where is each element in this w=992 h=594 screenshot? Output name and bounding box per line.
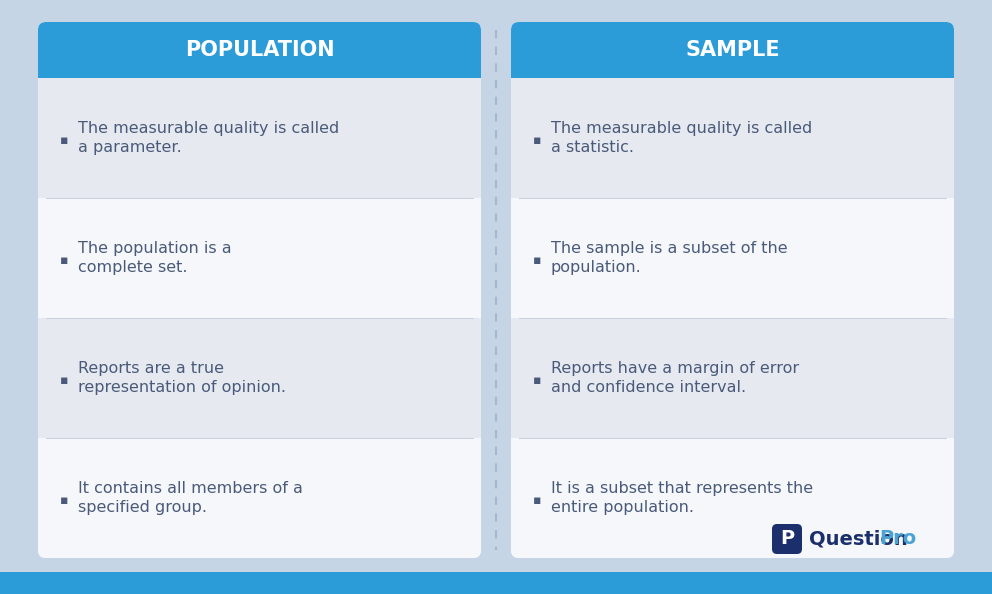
Bar (511, 78, 954, 198)
Text: ▪: ▪ (533, 254, 542, 267)
Text: Question: Question (809, 529, 908, 548)
Bar (511, 198, 954, 318)
FancyBboxPatch shape (772, 524, 802, 554)
Text: Reports have a margin of error
and confidence interval.: Reports have a margin of error and confi… (551, 361, 800, 395)
Text: ▪: ▪ (60, 254, 68, 267)
FancyBboxPatch shape (511, 22, 954, 558)
Text: ▪: ▪ (60, 134, 68, 147)
Text: ▪: ▪ (533, 134, 542, 147)
Text: POPULATION: POPULATION (185, 40, 334, 60)
Text: Reports are a true
representation of opinion.: Reports are a true representation of opi… (78, 361, 286, 395)
Text: It contains all members of a
specified group.: It contains all members of a specified g… (78, 481, 303, 515)
Bar (38, 318, 481, 438)
Bar (511, 318, 954, 438)
Text: ▪: ▪ (60, 494, 68, 507)
Text: ▪: ▪ (60, 374, 68, 387)
FancyBboxPatch shape (38, 22, 481, 558)
Text: P: P (780, 529, 794, 548)
Bar (38, 198, 481, 318)
Bar (511, 66, 954, 78)
Text: ▪: ▪ (533, 494, 542, 507)
Text: The measurable quality is called
a statistic.: The measurable quality is called a stati… (551, 121, 812, 155)
Text: Pro: Pro (879, 529, 917, 548)
Text: The sample is a subset of the
population.: The sample is a subset of the population… (551, 241, 788, 275)
Bar (38, 66, 481, 78)
Text: ▪: ▪ (533, 374, 542, 387)
FancyBboxPatch shape (511, 22, 954, 78)
Text: The population is a
complete set.: The population is a complete set. (78, 241, 231, 275)
Text: The measurable quality is called
a parameter.: The measurable quality is called a param… (78, 121, 339, 155)
Bar (0, 572, 992, 594)
Bar (38, 78, 481, 198)
Bar (511, 438, 954, 558)
FancyBboxPatch shape (38, 22, 481, 78)
Text: SAMPLE: SAMPLE (685, 40, 780, 60)
Bar (38, 438, 481, 558)
Text: It is a subset that represents the
entire population.: It is a subset that represents the entir… (551, 481, 813, 515)
